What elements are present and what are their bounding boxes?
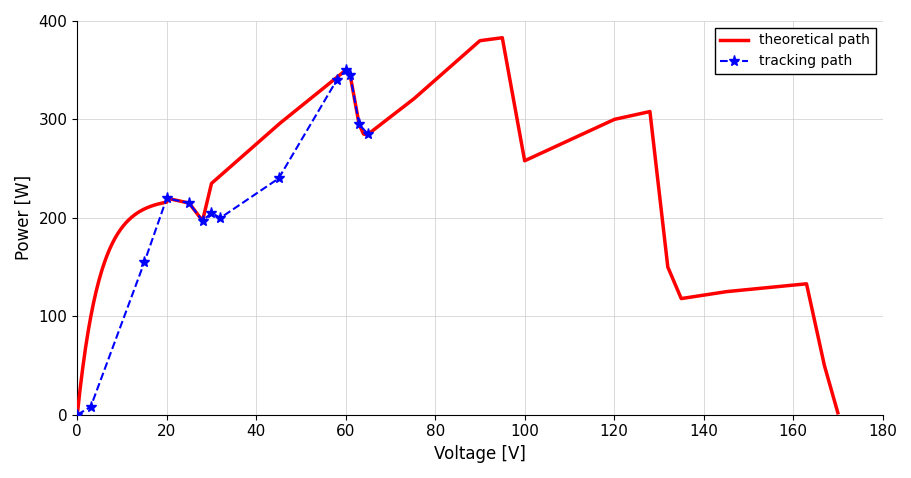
Legend: theoretical path, tracking path: theoretical path, tracking path [714,28,875,74]
Y-axis label: Power [W]: Power [W] [15,175,33,261]
X-axis label: Voltage [V]: Voltage [V] [434,445,526,463]
